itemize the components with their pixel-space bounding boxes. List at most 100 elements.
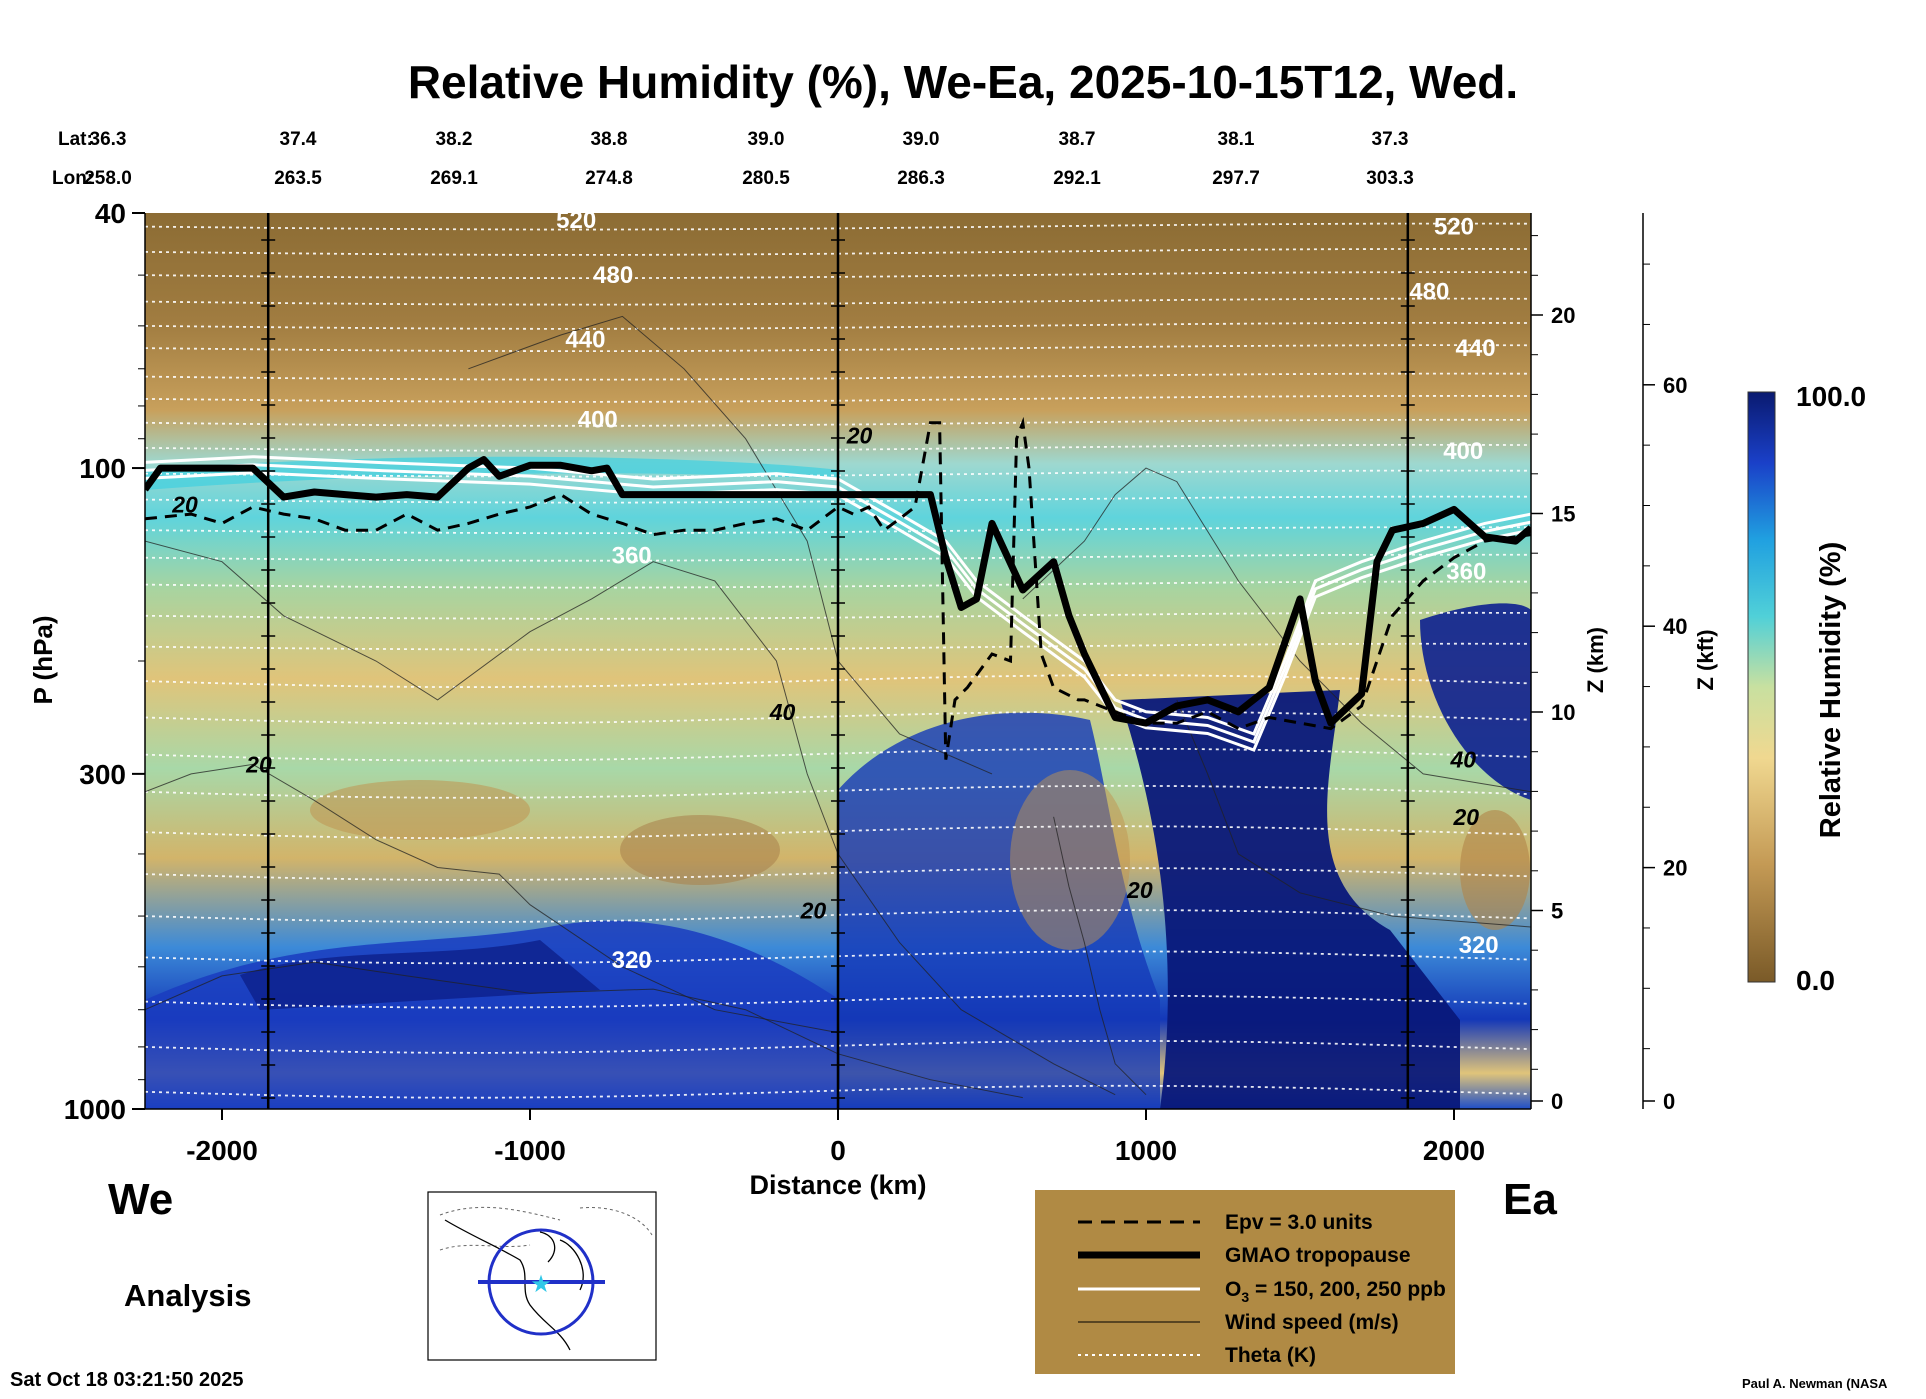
p-tick-label: 1000: [64, 1094, 126, 1125]
z-km-tick-label: 10: [1551, 700, 1575, 725]
x-tick-label: -2000: [186, 1135, 258, 1166]
wind-contour: [145, 540, 1116, 1096]
legend-theta-label: Theta (K): [1225, 1344, 1316, 1367]
theta-label: 320: [612, 947, 652, 974]
analysis-label: Analysis: [124, 1278, 252, 1313]
lat-value: 37.4: [280, 129, 317, 150]
moist-core-east-upper: [1420, 603, 1531, 800]
wind-contour: [1176, 699, 1531, 928]
theta-label: 400: [578, 407, 618, 434]
theta-label: 440: [1456, 335, 1496, 362]
lon-value: 280.5: [742, 168, 790, 189]
pressure-ticks: 40 100 300 1000: [64, 198, 145, 1125]
z-km-tick-label: 0: [1551, 1089, 1563, 1114]
legend-wind-label: Wind speed (m/s): [1225, 1311, 1399, 1334]
wind-label: 20: [171, 492, 198, 518]
epv-line: [145, 416, 1531, 760]
wind-contour: [468, 315, 993, 775]
legend-tropopause-label: GMAO tropopause: [1225, 1244, 1411, 1267]
theta-label: 520: [556, 207, 596, 234]
footer-credit: Paul A. Newman (NASA: [1742, 1376, 1888, 1391]
moist-core-west: [240, 940, 600, 1010]
dry-pocket-4: [1460, 810, 1530, 930]
wind-labels: 20 20 40 20 20 20 40 20: [171, 423, 1479, 924]
theta-labels: 520 520 480 480 440 440 400 400 360 360 320 320: [556, 207, 1499, 974]
distance-ticks: -2000 -1000 0 1000 2000: [186, 1109, 1485, 1166]
theta-label: 360: [1446, 558, 1486, 585]
vertical-reference-lines: [261, 213, 1415, 1109]
z-kft-tick-label: 20: [1663, 856, 1687, 881]
p-tick-label: 300: [79, 759, 126, 790]
theta-label: 360: [612, 543, 652, 570]
lon-value: 292.1: [1053, 168, 1101, 189]
lat-value: 38.2: [436, 129, 473, 150]
lat-values: 36.3 37.4 38.2 38.8 39.0 39.0 38.7 38.1 37.3: [90, 129, 1409, 150]
colorbar-max: 100.0: [1796, 381, 1866, 412]
lon-value: 303.3: [1366, 168, 1414, 189]
wind-label: 40: [1449, 747, 1476, 773]
wind-label: 20: [1453, 804, 1480, 830]
x-tick-label: 1000: [1115, 1135, 1177, 1166]
z-kft-tick-label: 0: [1663, 1089, 1675, 1114]
legend-epv-label: Epv = 3.0 units: [1225, 1211, 1373, 1234]
lat-row-label: Lat:: [58, 129, 93, 150]
legend: Epv = 3.0 units GMAO tropopause O3 = 150…: [1035, 1190, 1455, 1374]
lon-value: 286.3: [897, 168, 945, 189]
theta-label: 440: [565, 326, 605, 353]
wind-contour: [145, 763, 839, 1034]
x-tick-label: 2000: [1423, 1135, 1485, 1166]
theta-label: 480: [593, 262, 633, 289]
dry-pocket-2: [620, 815, 780, 885]
x-axis-label: Distance (km): [749, 1170, 926, 1200]
lon-values: 258.0 263.5 269.1 274.8 280.5 286.3 292.1 297.7…: [84, 168, 1414, 189]
lat-value: 39.0: [748, 129, 785, 150]
p-tick-label: 100: [79, 453, 126, 484]
lat-value: 39.0: [903, 129, 940, 150]
lon-value: 258.0: [84, 168, 132, 189]
lat-value: 36.3: [90, 129, 127, 150]
lon-value: 269.1: [430, 168, 478, 189]
colorbar: [1747, 391, 1776, 983]
wind-label: 20: [846, 423, 873, 449]
chart-title: Relative Humidity (%), We-Ea, 2025-10-15…: [408, 56, 1518, 108]
dry-pocket-1: [310, 780, 530, 840]
moist-core-east: [1120, 690, 1460, 1109]
lat-value: 38.7: [1059, 129, 1096, 150]
footer-timestamp: Sat Oct 18 03:21:50 2025: [10, 1369, 244, 1391]
lon-value: 263.5: [274, 168, 322, 189]
wind-contour: [1053, 816, 1147, 1096]
tropopause-line: [145, 456, 1531, 727]
theta-label: 320: [1459, 932, 1499, 959]
lat-value: 38.1: [1218, 129, 1255, 150]
west-label: We: [108, 1175, 173, 1224]
ozone-contour: [145, 463, 1531, 744]
wind-label: 20: [245, 751, 272, 777]
lat-value: 38.8: [591, 129, 628, 150]
wind-label: 20: [1126, 877, 1153, 903]
lat-value: 37.3: [1372, 129, 1409, 150]
theta-label: 400: [1443, 438, 1483, 465]
wind-contour: [1022, 467, 1531, 793]
inset-map-frame: [427, 1191, 657, 1361]
lon-value: 297.7: [1212, 168, 1260, 189]
y-axis-label: P (hPa): [28, 615, 58, 704]
x-tick-label: 0: [830, 1135, 846, 1166]
lon-value: 274.8: [585, 168, 633, 189]
z-kft-label: Z (kft): [1693, 629, 1718, 690]
wind-label: 40: [769, 699, 796, 725]
z-kft-ticks: 0 20 40 60: [1643, 263, 1687, 1114]
z-kft-tick-label: 60: [1663, 373, 1687, 398]
p-tick-label: 40: [95, 198, 126, 229]
z-km-tick-label: 20: [1551, 303, 1575, 328]
inset-map-gridlines: [439, 1206, 653, 1251]
theta-label: 520: [1434, 214, 1474, 241]
ozone-contour: [145, 471, 1531, 752]
x-tick-label: -1000: [494, 1135, 566, 1166]
legend-ozone-label: O3 = 150, 200, 250 ppb: [1225, 1278, 1446, 1305]
z-km-ticks: 0 5 10 15 20: [1531, 235, 1575, 1114]
z-kft-tick-label: 40: [1663, 614, 1687, 639]
inset-map: ★: [427, 1191, 657, 1361]
